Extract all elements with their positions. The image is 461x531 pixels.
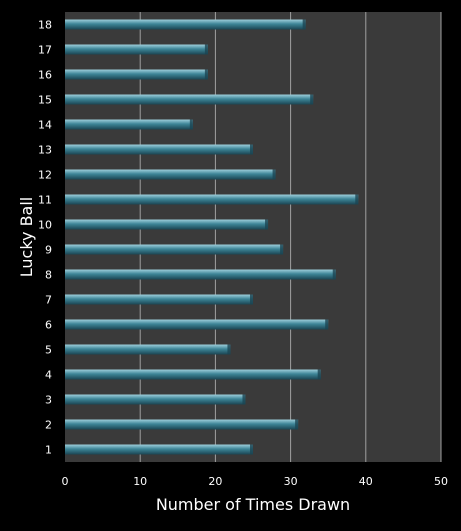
y-tick-label: 9 bbox=[45, 244, 52, 257]
bar bbox=[65, 19, 306, 30]
bar-end-cap bbox=[280, 244, 284, 255]
y-tick-label: 1 bbox=[45, 444, 52, 457]
bar-end-cap bbox=[204, 69, 208, 80]
bar-end-cap bbox=[332, 269, 336, 280]
bar-end-cap bbox=[317, 369, 321, 380]
bar bbox=[65, 444, 253, 455]
y-tick-label: 3 bbox=[45, 394, 52, 407]
bar bbox=[65, 194, 359, 205]
y-tick-label: 16 bbox=[38, 69, 52, 82]
bar-end-cap bbox=[310, 94, 314, 105]
y-tick-label: 11 bbox=[38, 194, 52, 207]
bar-end-cap bbox=[227, 344, 231, 355]
x-tick-label: 10 bbox=[133, 475, 147, 488]
y-axis-title: Lucky Ball bbox=[17, 197, 36, 278]
bar-end-cap bbox=[302, 19, 306, 30]
bar-group bbox=[65, 144, 253, 155]
bars bbox=[65, 19, 359, 455]
bar bbox=[65, 369, 321, 380]
bar bbox=[65, 419, 299, 430]
bar bbox=[65, 294, 253, 305]
bar bbox=[65, 344, 231, 355]
bar-group bbox=[65, 44, 208, 55]
y-tick-label: 6 bbox=[45, 319, 52, 332]
bar bbox=[65, 69, 208, 80]
bar-group bbox=[65, 419, 299, 430]
bar bbox=[65, 269, 336, 280]
bar-group bbox=[65, 169, 276, 180]
bar-end-cap bbox=[355, 194, 359, 205]
y-tick-label: 8 bbox=[45, 269, 52, 282]
x-tick-label: 20 bbox=[208, 475, 222, 488]
y-tick-label: 13 bbox=[38, 144, 52, 157]
bar-group bbox=[65, 269, 336, 280]
bar bbox=[65, 219, 269, 230]
y-tick-label: 12 bbox=[38, 169, 52, 182]
x-tick-label: 50 bbox=[434, 475, 448, 488]
bar bbox=[65, 169, 276, 180]
bar bbox=[65, 144, 253, 155]
y-tick-label: 5 bbox=[45, 344, 52, 357]
bar-group bbox=[65, 294, 253, 305]
plot-area bbox=[65, 12, 441, 462]
gridlines bbox=[139, 12, 442, 462]
bar-group bbox=[65, 444, 253, 455]
bar-end-cap bbox=[250, 294, 253, 305]
bar-end-cap bbox=[204, 44, 208, 55]
y-tick-label: 2 bbox=[45, 419, 52, 432]
bar-end-cap bbox=[250, 444, 253, 455]
bar bbox=[65, 94, 314, 105]
bar bbox=[65, 244, 284, 255]
bar-end-cap bbox=[250, 144, 253, 155]
bar-group bbox=[65, 119, 193, 130]
bar-group bbox=[65, 394, 246, 405]
bar-end-cap bbox=[272, 169, 276, 180]
bar-group bbox=[65, 344, 231, 355]
y-tick-label: 14 bbox=[38, 119, 52, 132]
bar-end-cap bbox=[242, 394, 246, 405]
bar-end-cap bbox=[189, 119, 193, 130]
bar-group bbox=[65, 244, 284, 255]
y-tick-label: 18 bbox=[38, 19, 52, 32]
x-axis-title: Number of Times Drawn bbox=[156, 495, 350, 514]
x-tick-labels: 0 10 20 30 40 50 bbox=[62, 475, 449, 488]
y-tick-label: 15 bbox=[38, 94, 52, 107]
bar-group bbox=[65, 94, 314, 105]
bar-group bbox=[65, 219, 269, 230]
x-tick-label: 0 bbox=[62, 475, 69, 488]
y-tick-label: 17 bbox=[38, 44, 52, 57]
bar bbox=[65, 119, 193, 130]
y-tick-label: 4 bbox=[45, 369, 52, 382]
bar-group bbox=[65, 69, 208, 80]
bar-end-cap bbox=[265, 219, 269, 230]
bar-end-cap bbox=[325, 319, 329, 330]
bar-end-cap bbox=[295, 419, 299, 430]
bar bbox=[65, 394, 246, 405]
bar bbox=[65, 44, 208, 55]
y-tick-label: 7 bbox=[45, 294, 52, 307]
bar-group bbox=[65, 369, 321, 380]
bar-group bbox=[65, 194, 359, 205]
x-tick-label: 30 bbox=[284, 475, 298, 488]
bar-group bbox=[65, 319, 329, 330]
bar-group bbox=[65, 19, 306, 30]
x-tick-label: 40 bbox=[359, 475, 373, 488]
bar bbox=[65, 319, 329, 330]
y-tick-label: 10 bbox=[38, 219, 52, 232]
